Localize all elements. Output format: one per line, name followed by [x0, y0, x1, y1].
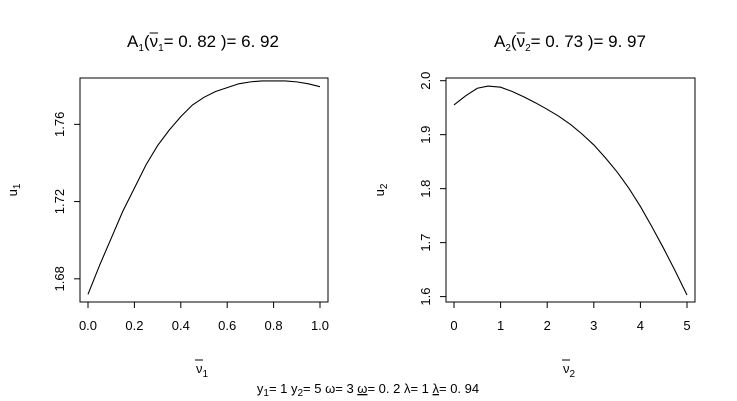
panel-1-title: A1(ν1= 0. 82 )= 6. 92	[127, 32, 279, 54]
panel-2-x-tick-label: 5	[683, 318, 690, 333]
panel-2-marks: 0 1 2 3 4 5 1.6 1.7 1.8 1.9 2.0	[418, 72, 691, 333]
panel-1-x-tick-label: 0.2	[125, 318, 143, 333]
panel-2-title: A2(ν2= 0. 73 )= 9. 97	[494, 32, 646, 54]
panel-2-y-tick-label: 1.8	[418, 180, 433, 198]
panel-1-marks: 0.0 0.2 0.4 0.6 0.8 1.0 1.68 1.72 1.76	[52, 80, 329, 333]
panel-2-x-tick-label: 1	[497, 318, 504, 333]
panel-1-plot-frame	[79, 77, 329, 303]
panel-2-x-tick-label: 4	[637, 318, 644, 333]
panel-1-x-tick-label: 0.0	[79, 318, 97, 333]
panel-1-x-tick-label: 0.4	[172, 318, 190, 333]
panel-2-series-line	[453, 85, 688, 296]
panel-1-y-label: u1	[5, 183, 23, 196]
panel-1-x-tick-label: 0.8	[265, 318, 283, 333]
panel-2-y-tick-label: 1.7	[418, 234, 433, 252]
panel-1: A1(ν1= 0. 82 )= 6. 92 0.0 0.2 0.4 0.6 0.8 1.0…	[5, 32, 329, 380]
panel-1-series-line	[87, 80, 321, 295]
panel-2-y-tick-label: 1.9	[418, 126, 433, 144]
panel-2: A2(ν2= 0. 73 )= 9. 97 0 1 2 3 4 5 1.6 1.7 1.8 1.9…	[372, 32, 696, 380]
panel-1-y-tick-label: 1.68	[52, 266, 67, 291]
panel-2-y-label: u2	[372, 183, 390, 196]
panel-2-y-tick-label: 2.0	[418, 72, 433, 90]
panel-2-title-var: ν	[517, 32, 526, 51]
parameter-caption: y1= 1 y2= 5 ω= 3 ω= 0. 2 λ= 1 λ= 0. 94	[257, 381, 479, 399]
panel-2-x-tick-label: 3	[590, 318, 597, 333]
panel-2-x-tick-label: 0	[450, 318, 457, 333]
panel-1-x-tick-label: 0.6	[218, 318, 236, 333]
panel-2-x-label: ν2	[563, 361, 576, 380]
panel-2-y-tick-label: 1.6	[418, 288, 433, 306]
panel-1-x-label: ν1	[196, 361, 209, 380]
panel-2-x-tick-label: 2	[544, 318, 551, 333]
panel-1-y-tick-label: 1.72	[52, 189, 67, 214]
panel-1-x-tick-label: 1.0	[311, 318, 329, 333]
panel-1-title-var: ν	[150, 32, 159, 51]
panel-1-y-tick-label: 1.76	[52, 112, 67, 137]
panel-2-plot-frame	[445, 77, 696, 303]
